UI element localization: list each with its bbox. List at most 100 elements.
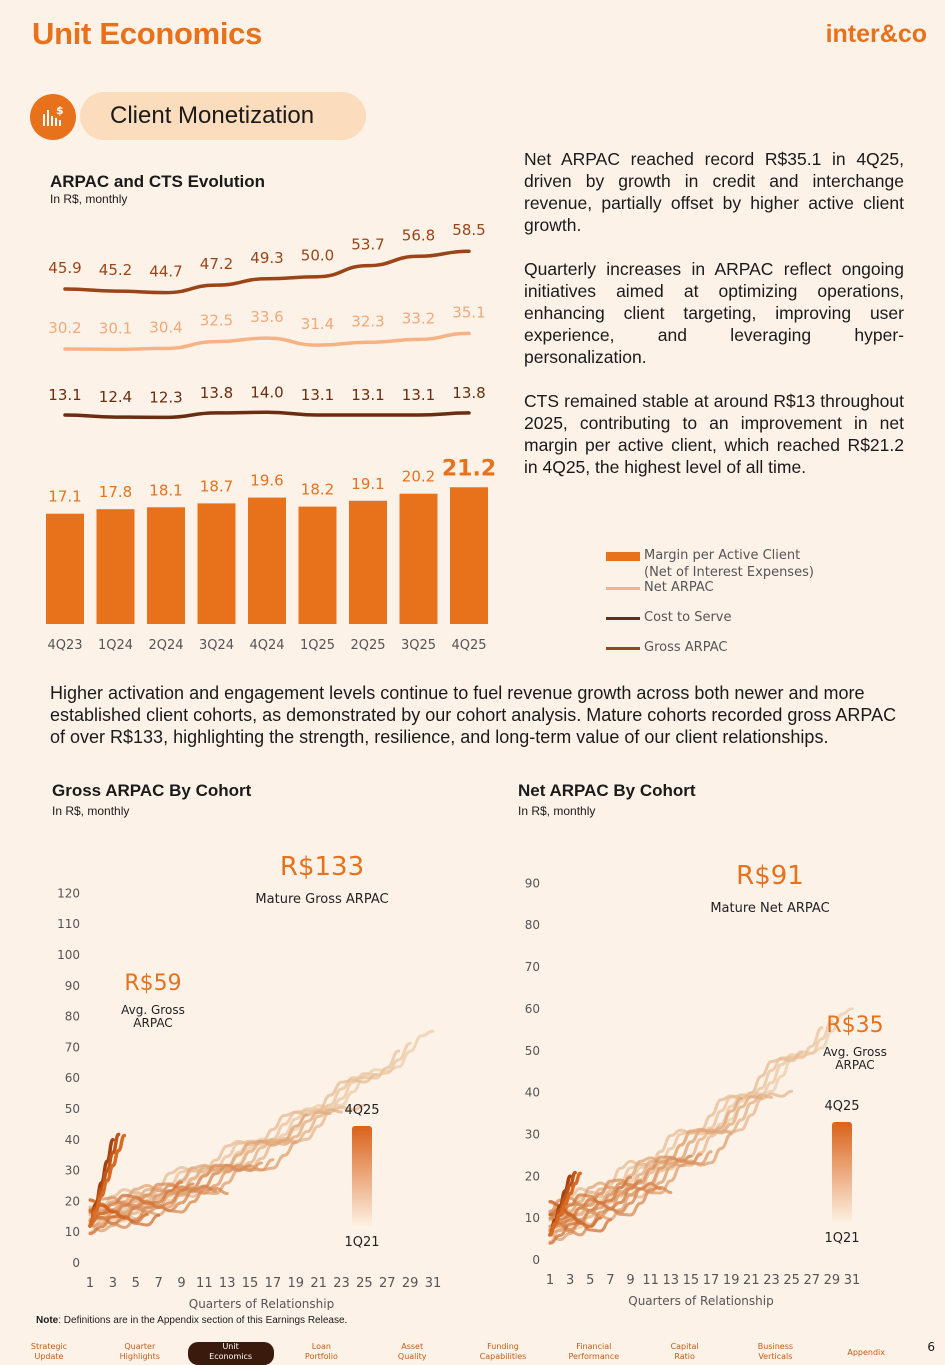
mature-value: R$133 bbox=[280, 852, 364, 882]
x-tick-label: 15 bbox=[242, 1276, 259, 1291]
avg-label: ARPAC bbox=[133, 1016, 172, 1030]
cohort-line bbox=[88, 1073, 378, 1217]
color-scale-bar bbox=[832, 1122, 852, 1222]
legend-gross: Gross ARPAC bbox=[644, 640, 728, 655]
label-net: 30.2 bbox=[48, 319, 81, 337]
footer-nav-item[interactable]: Unit Economics bbox=[187, 1342, 274, 1365]
cohort-line bbox=[548, 1176, 633, 1218]
label-net: 33.2 bbox=[402, 309, 435, 327]
y-tick-label: 60 bbox=[525, 1002, 540, 1016]
footer-nav-item[interactable]: Strategic Update bbox=[30, 1342, 68, 1361]
x-tick-label: 17 bbox=[265, 1276, 282, 1291]
footer-nav-item[interactable]: Financial Performance bbox=[568, 1342, 620, 1361]
x-tick-label: 23 bbox=[763, 1273, 780, 1288]
x-tick-label: 4Q25 bbox=[451, 638, 486, 653]
arpac-chart-subtitle: In R$, monthly bbox=[50, 192, 128, 206]
x-tick-label: 7 bbox=[154, 1276, 162, 1291]
avg-value: R$59 bbox=[124, 971, 181, 996]
footer-nav-item[interactable]: Quarter Highlights bbox=[119, 1342, 160, 1361]
label-cost: 13.1 bbox=[48, 386, 81, 404]
arpac-chart-title: ARPAC and CTS Evolution bbox=[50, 172, 266, 191]
x-tick-label: 29 bbox=[402, 1276, 419, 1291]
bar-label: 17.8 bbox=[99, 483, 132, 501]
label-net: 30.4 bbox=[149, 318, 182, 336]
label-gross: 53.7 bbox=[351, 236, 384, 254]
label-cost: 13.1 bbox=[351, 386, 384, 404]
bar-margin bbox=[147, 507, 185, 624]
bar-margin bbox=[46, 513, 84, 624]
label-net: 32.5 bbox=[200, 312, 233, 330]
line-net bbox=[63, 331, 471, 352]
x-tick-label: 17 bbox=[703, 1273, 720, 1288]
footer-nav-item[interactable]: Asset Quality bbox=[397, 1342, 427, 1361]
mature-label: Mature Net ARPAC bbox=[710, 901, 829, 916]
label-gross: 56.8 bbox=[402, 226, 435, 244]
bar-margin bbox=[399, 493, 438, 624]
cohort-line-recent bbox=[548, 1171, 582, 1237]
y-tick-label: 50 bbox=[525, 1044, 540, 1058]
label-cost: 12.4 bbox=[99, 388, 132, 406]
x-tick-label: 5 bbox=[132, 1276, 140, 1291]
y-tick-label: 120 bbox=[57, 886, 80, 900]
cohort-line-recent bbox=[88, 1132, 121, 1228]
label-net: 33.6 bbox=[250, 308, 283, 326]
dollar-bars-icon: $ bbox=[30, 94, 76, 140]
label-cost: 13.1 bbox=[402, 386, 435, 404]
mature-label: Mature Gross ARPAC bbox=[255, 892, 388, 907]
x-axis-label: Quarters of Relationship bbox=[628, 1294, 773, 1308]
x-tick-label: 29 bbox=[824, 1273, 841, 1288]
line-cost bbox=[63, 410, 471, 420]
legend-swatch-margin bbox=[606, 552, 640, 561]
bar-label: 18.2 bbox=[301, 481, 334, 499]
footnote-bold: Note bbox=[36, 1315, 59, 1326]
commentary: Net ARPAC reached record R$35.1 in 4Q25,… bbox=[524, 148, 904, 500]
label-gross: 45.9 bbox=[48, 259, 81, 277]
gross-cohort-title: Gross ARPAC By Cohort bbox=[52, 781, 252, 800]
x-tick-label: 3 bbox=[566, 1273, 574, 1288]
footer-nav-item[interactable]: Business Verticals bbox=[757, 1342, 794, 1361]
x-tick-label: 3 bbox=[109, 1276, 117, 1291]
avg-value: R$35 bbox=[826, 1013, 883, 1038]
x-tick-label: 15 bbox=[683, 1273, 700, 1288]
footer-nav-item[interactable]: Funding Capabilities bbox=[479, 1342, 527, 1361]
x-tick-label: 7 bbox=[606, 1273, 614, 1288]
line-gross bbox=[63, 249, 471, 295]
legend-swatch-net bbox=[606, 587, 640, 590]
footer-nav-item[interactable]: Loan Portfolio bbox=[304, 1342, 338, 1361]
commentary-p1: Net ARPAC reached record R$35.1 in 4Q25,… bbox=[524, 149, 904, 235]
x-tick-label: 5 bbox=[586, 1273, 594, 1288]
label-gross: 49.3 bbox=[250, 249, 283, 267]
y-tick-label: 40 bbox=[65, 1133, 80, 1147]
avg-label: Avg. Gross bbox=[121, 1003, 185, 1017]
footer-nav-item[interactable]: Appendix bbox=[847, 1348, 886, 1357]
label-net: 30.1 bbox=[99, 319, 132, 337]
legend-net: Net ARPAC bbox=[644, 580, 714, 595]
gross-cohort-subtitle: In R$, monthly bbox=[52, 804, 130, 818]
cohort-intro: Higher activation and engagement levels … bbox=[50, 683, 897, 747]
x-tick-label: 19 bbox=[723, 1273, 740, 1288]
color-scale-top: 4Q25 bbox=[344, 1103, 379, 1118]
color-scale-bottom: 1Q21 bbox=[824, 1231, 859, 1246]
x-tick-label: 9 bbox=[177, 1276, 185, 1291]
cohort-line-recent bbox=[548, 1170, 577, 1237]
bar-label: 19.6 bbox=[250, 472, 283, 490]
y-tick-label: 110 bbox=[57, 917, 80, 931]
x-tick-label: 4Q24 bbox=[249, 638, 284, 653]
footnote-text: : Definitions are in the Appendix sectio… bbox=[58, 1315, 348, 1326]
y-tick-label: 10 bbox=[65, 1225, 80, 1239]
label-net: 31.4 bbox=[301, 315, 334, 333]
bar-margin bbox=[96, 509, 135, 624]
label-gross: 58.5 bbox=[452, 221, 485, 239]
y-tick-label: 0 bbox=[72, 1256, 80, 1270]
footer-nav-item[interactable]: Capital Ratio bbox=[670, 1342, 699, 1361]
x-tick-label: 1 bbox=[546, 1273, 554, 1288]
x-tick-label: 13 bbox=[219, 1276, 236, 1291]
bar-margin bbox=[248, 497, 286, 624]
bar-label: 20.2 bbox=[402, 468, 435, 486]
legend-cost: Cost to Serve bbox=[644, 610, 732, 625]
bar-label: 18.7 bbox=[200, 477, 233, 495]
legend-margin-sub: (Net of Interest Expenses) bbox=[644, 565, 814, 580]
label-cost: 13.1 bbox=[301, 386, 334, 404]
y-tick-label: 90 bbox=[525, 876, 540, 890]
x-tick-label: 21 bbox=[310, 1276, 327, 1291]
